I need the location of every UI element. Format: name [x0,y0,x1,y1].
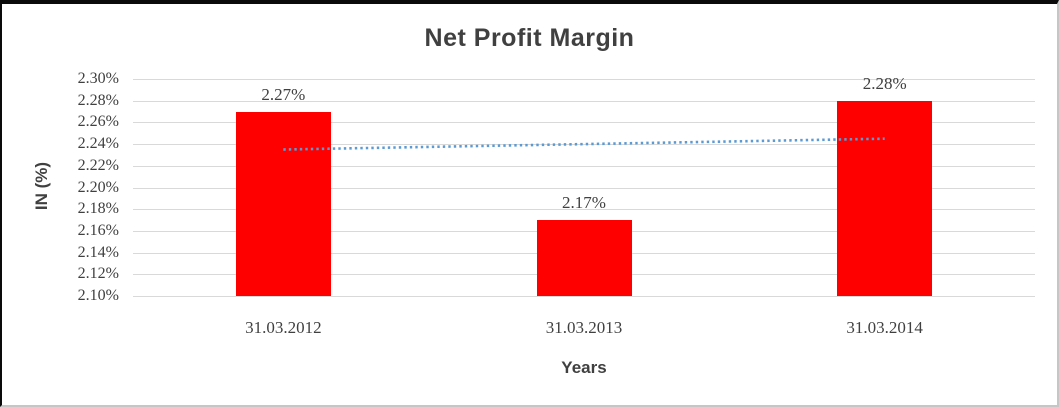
gridline [133,165,1035,167]
y-tick-label: 2.12% [77,265,119,283]
chart-title: Net Profit Margin [424,24,635,52]
y-tick-label: 2.16% [77,221,119,239]
bar-31.03.2012 [235,111,331,296]
y-tick-label: 2.24% [77,135,119,153]
gridline [133,144,1035,146]
gridline [133,187,1035,189]
bar-31.03.2013 [536,220,632,296]
y-tick-label: 2.14% [77,243,119,261]
y-tick-label: 2.28% [77,91,119,109]
bar-31.03.2014 [837,100,933,296]
x-axis-title: Years [561,358,607,377]
y-tick-label: 2.22% [77,156,119,174]
x-axis-category-label: 31.03.2014 [846,318,923,337]
y-tick-label: 2.20% [77,178,119,196]
x-axis-category-label: 31.03.2012 [245,318,322,337]
bar-value-label: 2.28% [862,73,907,93]
y-tick-label: 2.30% [77,70,119,87]
bar-value-label: 2.27% [261,84,306,104]
gridline [133,122,1035,124]
y-tick-label: 2.26% [77,113,119,131]
bar-value-label: 2.17% [562,193,606,213]
gridline [133,100,1035,102]
gridline [133,209,1035,211]
trendline [283,137,885,151]
gridline [133,296,1035,297]
x-axis-category-label: 31.03.2013 [545,318,623,337]
y-tick-label: 2.18% [77,200,119,218]
plot-area [133,79,1035,297]
y-tick-label: 2.10% [77,287,119,304]
gridline [133,79,1035,80]
